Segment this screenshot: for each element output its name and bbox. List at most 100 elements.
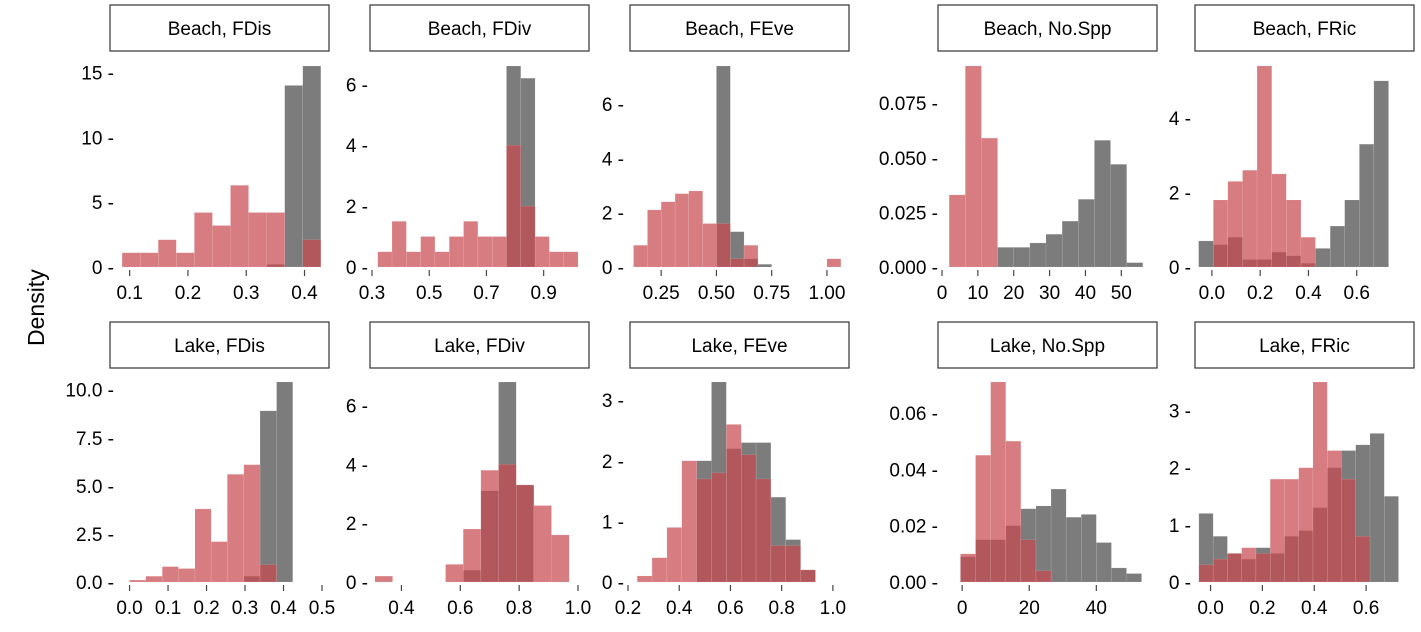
x-tick-label: 0.6 bbox=[1353, 598, 1379, 619]
x-tick-label: 0.2 bbox=[193, 598, 219, 619]
bar-red bbox=[1212, 558, 1228, 583]
bar-red bbox=[1284, 478, 1299, 583]
bar-red bbox=[711, 472, 727, 583]
bar-red bbox=[1198, 564, 1214, 583]
bar-red bbox=[243, 464, 261, 583]
x-tick-label: 0.5 bbox=[416, 283, 442, 304]
bar-grey bbox=[1198, 240, 1214, 268]
y-tick-label: 4 - bbox=[346, 455, 368, 476]
panel-title: Lake, FDiv bbox=[434, 336, 525, 357]
bar-red bbox=[406, 251, 421, 268]
bar-red bbox=[121, 252, 141, 268]
bar-grey bbox=[1373, 80, 1389, 268]
bar-red bbox=[463, 528, 482, 583]
x-tick-label: 0.4 bbox=[291, 283, 318, 304]
bar-red bbox=[449, 236, 464, 268]
strip-box bbox=[937, 321, 1158, 369]
bar-red bbox=[520, 205, 536, 268]
panel-title: Beach, No.Spp bbox=[984, 19, 1112, 40]
bar-red bbox=[965, 65, 982, 268]
bar-red bbox=[377, 251, 393, 268]
bar-red bbox=[129, 579, 146, 583]
bar-grey bbox=[1359, 143, 1375, 268]
bar-red bbox=[1227, 181, 1243, 268]
strip-box bbox=[1194, 4, 1415, 52]
y-tick-label: 2 - bbox=[1169, 184, 1191, 205]
y-tick-label: 4 - bbox=[602, 149, 624, 170]
y-tick-label: 0.000 - bbox=[879, 258, 938, 279]
bar-grey bbox=[1111, 567, 1127, 583]
x-tick-label: 20 bbox=[1003, 283, 1024, 304]
strip-box bbox=[629, 321, 850, 369]
bar-red bbox=[726, 424, 742, 583]
strip-box bbox=[369, 321, 590, 369]
bar-red bbox=[1020, 539, 1037, 583]
bar-red bbox=[212, 225, 231, 268]
bar-red bbox=[702, 223, 717, 268]
panel-6: Lake, FDis 0.0 - 2.5 - 5.0 - 7.5 - 10.0 - 0.0 0… bbox=[65, 321, 335, 619]
y-tick-label: 0 - bbox=[1169, 573, 1191, 594]
bar-red bbox=[1256, 65, 1272, 268]
x-tick-label: 0.75 bbox=[753, 283, 790, 304]
bar-red bbox=[633, 245, 648, 268]
y-tick-label: 10 - bbox=[81, 128, 114, 149]
bar-red bbox=[681, 460, 697, 583]
bar-grey bbox=[1045, 234, 1063, 268]
panel-title: Lake, FRic bbox=[1259, 336, 1350, 357]
bar-red bbox=[755, 478, 772, 583]
bar-red bbox=[227, 474, 245, 583]
y-tick-label: 2 - bbox=[346, 514, 368, 535]
bar-red bbox=[666, 527, 682, 583]
bar-red bbox=[1327, 450, 1342, 583]
bar-red bbox=[981, 137, 998, 268]
y-tick-label: 0 - bbox=[92, 258, 114, 279]
x-tick-label: 40 bbox=[1086, 598, 1107, 619]
bar-red bbox=[990, 381, 1006, 583]
x-tick-label: 0.4 bbox=[388, 598, 415, 619]
x-tick-label: 0.7 bbox=[473, 283, 499, 304]
bar-grey bbox=[1061, 220, 1079, 268]
bar-red bbox=[1242, 170, 1258, 268]
bar-grey bbox=[1110, 164, 1127, 268]
x-tick-label: 0.4 bbox=[1301, 598, 1328, 619]
y-tick-label: 2 - bbox=[1169, 459, 1191, 480]
strip-box bbox=[109, 321, 330, 369]
bar-red bbox=[266, 212, 285, 268]
bar-red bbox=[1341, 478, 1356, 583]
x-tick-label: 0.50 bbox=[698, 283, 735, 304]
bar-red bbox=[1312, 381, 1328, 583]
x-tick-label: 30 bbox=[1039, 283, 1060, 304]
x-tick-label: 0.5 bbox=[309, 598, 335, 619]
bar-grey bbox=[302, 65, 322, 268]
x-tick-label: 0.0 bbox=[116, 598, 142, 619]
bar-grey bbox=[1344, 199, 1360, 268]
x-tick-label: 20 bbox=[1019, 598, 1040, 619]
bar-grey bbox=[284, 85, 303, 268]
bar-red bbox=[1213, 199, 1229, 268]
strip-box bbox=[937, 4, 1158, 52]
y-tick-label: 7.5 - bbox=[76, 429, 114, 450]
bar-red bbox=[551, 534, 570, 583]
bar-grey bbox=[1369, 433, 1385, 583]
x-tick-label: 0.2 bbox=[615, 598, 641, 619]
bar-red bbox=[770, 545, 786, 583]
y-tick-label: 0.025 - bbox=[879, 203, 938, 224]
y-tick-label: 6 - bbox=[346, 397, 368, 418]
x-tick-label: 0.4 bbox=[666, 598, 693, 619]
panel-title: Beach, FDiv bbox=[428, 19, 532, 40]
panel-4: Beach, No.Spp 0.000 - 0.025 - 0.050 - 0.075 … bbox=[879, 4, 1158, 304]
panel-9: Lake, No.Spp 0.00 - 0.02 - 0.04 - 0.06 - 0 20 4… bbox=[889, 321, 1158, 619]
bar-red bbox=[463, 221, 479, 268]
y-tick-label: 2 - bbox=[346, 197, 368, 218]
x-tick-label: 0.8 bbox=[506, 598, 532, 619]
y-tick-label: 15 - bbox=[81, 63, 114, 84]
bar-red bbox=[743, 245, 759, 268]
panel-10: Lake, FRic 0 - 1 - 2 - 3 - 0.0 0.2 0.4 0.6 bbox=[1169, 321, 1415, 619]
y-tick-label: 2 - bbox=[602, 452, 624, 473]
bar-red bbox=[696, 478, 712, 583]
x-tick-label: 0.4 bbox=[1295, 283, 1322, 304]
bar-red bbox=[1005, 440, 1022, 583]
x-tick-label: 0.2 bbox=[1247, 283, 1273, 304]
bar-grey bbox=[1126, 573, 1142, 583]
x-tick-label: 0 bbox=[957, 598, 968, 619]
